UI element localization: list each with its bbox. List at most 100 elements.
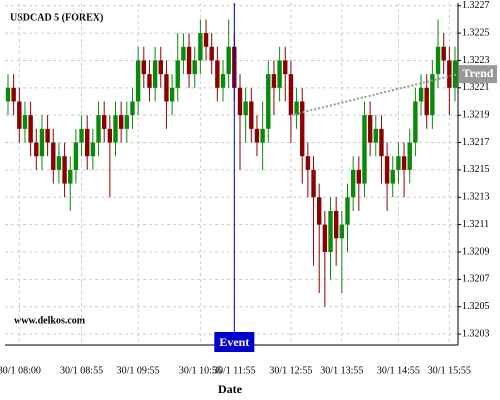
candle-body	[96, 115, 101, 143]
event-label: Event	[219, 335, 249, 349]
candle-body	[249, 101, 254, 129]
candle-body	[141, 60, 146, 75]
candle-body	[288, 74, 294, 116]
candle-body	[345, 197, 350, 225]
candle-body	[118, 115, 124, 129]
candle-body	[73, 142, 79, 170]
x-tick-label: 30/1 08:55	[60, 365, 103, 376]
candle-body	[373, 128, 378, 143]
y-tick-label: 1.3221	[462, 82, 490, 93]
candle-body	[45, 128, 50, 143]
candle-body	[317, 197, 322, 225]
candle-body	[130, 101, 135, 116]
candle-body	[333, 210, 339, 239]
x-tick-label: 30/1 09:55	[117, 365, 160, 376]
x-tick-label: 30/1 10:55	[179, 365, 222, 376]
candle-body	[5, 87, 11, 102]
candle-body	[198, 33, 203, 61]
candle-body	[407, 142, 412, 170]
candle-body	[17, 101, 22, 129]
candle-body	[367, 115, 373, 143]
trend-line	[290, 73, 459, 117]
candle-body	[186, 46, 192, 75]
y-tick-label: 1.3227	[462, 0, 490, 11]
x-tick-label: 30/1 11:55	[213, 365, 256, 376]
candle-body	[396, 156, 401, 170]
candle-body	[271, 74, 277, 88]
candle-body	[328, 210, 333, 252]
candle-body	[215, 60, 220, 88]
candle-body	[68, 169, 73, 184]
candle-body	[107, 128, 113, 143]
candle-body	[192, 60, 197, 75]
candle-body	[90, 142, 96, 157]
x-tick-label: 30/1 13:55	[320, 365, 363, 376]
candle-body	[62, 156, 67, 184]
candle-body	[152, 60, 158, 88]
candle-body	[39, 128, 45, 157]
candle-body	[322, 224, 328, 252]
candle-body	[101, 115, 107, 129]
y-tick-label: 1.3203	[462, 328, 490, 339]
y-tick-label: 1.3209	[462, 246, 490, 257]
candle-body	[34, 142, 39, 157]
y-tick-label: 1.3207	[462, 274, 490, 285]
y-tick-label: 1.3225	[462, 27, 490, 38]
candle-body	[147, 74, 152, 88]
candle-body	[243, 101, 248, 116]
candle-body	[169, 87, 175, 102]
candle-body	[51, 142, 56, 170]
candle-body	[79, 128, 84, 143]
watermark: www.delkos.com	[14, 315, 86, 326]
candle-body	[339, 224, 345, 239]
candle-body	[266, 74, 271, 129]
candle-body	[28, 115, 33, 143]
y-tick-label: 1.3211	[462, 219, 489, 230]
candle-body	[356, 169, 362, 184]
x-tick-label: 30/1 15:55	[428, 365, 471, 376]
candle-body	[203, 33, 209, 47]
candle-body	[181, 46, 186, 61]
candle-body	[237, 87, 243, 116]
candle-body	[164, 74, 169, 102]
candle-body	[22, 115, 28, 129]
candle-body	[418, 87, 424, 102]
y-tick-label: 1.3223	[462, 55, 490, 66]
y-tick-label: 1.3213	[462, 192, 490, 203]
candle-body	[390, 169, 395, 184]
candle-body	[424, 87, 429, 116]
candle-body	[311, 169, 316, 198]
candle-body	[260, 128, 265, 143]
x-tick-label: 30/1 12:55	[269, 365, 312, 376]
candle-body	[226, 46, 231, 75]
candle-body	[430, 74, 435, 116]
y-tick-label: 1.3217	[462, 137, 490, 148]
candle-body	[305, 156, 311, 170]
y-tick-label: 1.3219	[462, 109, 490, 120]
event-label-box	[214, 332, 255, 352]
candle-body	[447, 60, 452, 88]
candle-body	[158, 60, 163, 75]
candle-body	[220, 74, 226, 88]
candle-body	[435, 46, 441, 75]
candle-body	[254, 128, 260, 143]
candle-body	[300, 101, 305, 157]
candle-body	[175, 60, 180, 88]
candle-body	[413, 101, 418, 143]
candle-body	[384, 156, 390, 184]
x-axis-label: Date	[218, 382, 243, 396]
candle-body	[441, 46, 446, 61]
x-tick-label: 30/1 14:55	[377, 365, 420, 376]
y-tick-label: 1.3215	[462, 164, 490, 175]
candle-body	[11, 87, 16, 102]
trend-label: Trend	[463, 66, 494, 80]
candle-body	[362, 115, 367, 184]
x-tick-label: 30/1 08:00	[0, 365, 41, 376]
candle-body	[113, 115, 118, 143]
candle-body	[124, 115, 130, 129]
y-tick-label: 1.3205	[462, 301, 490, 312]
candle-body	[209, 46, 214, 61]
candle-body	[379, 128, 384, 157]
candle-body	[135, 60, 141, 102]
